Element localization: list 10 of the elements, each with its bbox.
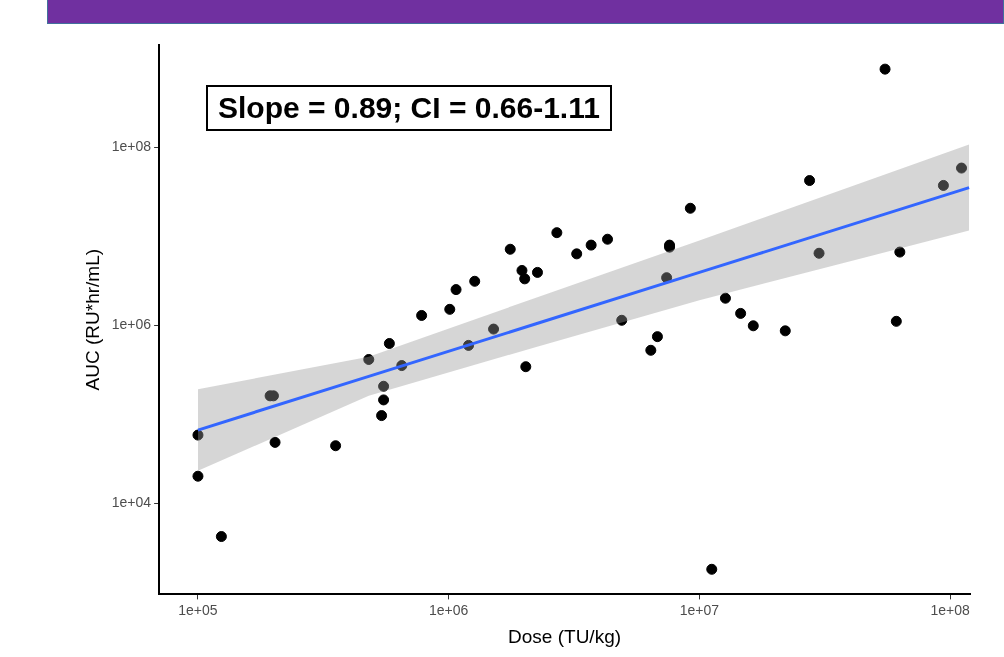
y-tick-label: 1e+08 [111,137,152,154]
y-tick-label: 1e+06 [111,315,152,332]
x-tick-label: 1e+06 [429,601,469,618]
y-axis-title: AUC (RU*hr/mL) [81,248,103,391]
annotation: Slope = 0.89; CI = 0.66-1.11 [206,85,612,131]
x-axis-title: Dose (TU/kg) [508,625,622,647]
x-tick-label: 1e+07 [679,601,720,618]
x-tick-label: 1e+05 [178,601,218,618]
x-tick-label: 1e+08 [930,601,971,618]
y-tick-label: 1e+04 [111,493,152,510]
